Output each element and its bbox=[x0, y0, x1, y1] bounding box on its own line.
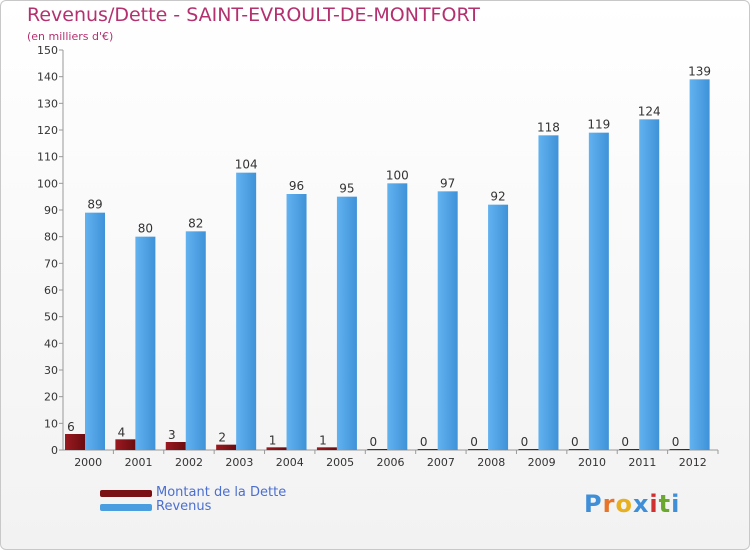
y-tick-label: 130 bbox=[37, 97, 58, 110]
x-tick-label: 2004 bbox=[276, 456, 304, 469]
dette-bar bbox=[670, 449, 690, 450]
revenus-value-label: 104 bbox=[235, 158, 258, 172]
revenus-value-label: 118 bbox=[537, 120, 560, 134]
revenus-value-label: 96 bbox=[289, 179, 304, 193]
dette-bar bbox=[619, 449, 639, 450]
dette-bar bbox=[418, 449, 438, 450]
x-tick-label: 2009 bbox=[528, 456, 556, 469]
y-tick-label: 70 bbox=[44, 257, 58, 270]
revenus-value-label: 119 bbox=[587, 118, 610, 132]
x-tick-label: 2005 bbox=[326, 456, 354, 469]
dette-value-label: 0 bbox=[571, 435, 579, 449]
dette-bar bbox=[115, 439, 135, 450]
dette-value-label: 6 bbox=[67, 420, 75, 434]
dette-value-label: 4 bbox=[118, 425, 126, 439]
y-tick-label: 90 bbox=[44, 204, 58, 217]
logo-letter: i bbox=[649, 490, 658, 518]
revenus-bar bbox=[186, 231, 206, 450]
logo-letter: t bbox=[659, 490, 671, 518]
dette-bar bbox=[569, 449, 589, 450]
dette-value-label: 0 bbox=[621, 435, 629, 449]
revenus-value-label: 92 bbox=[490, 190, 505, 204]
dette-bar bbox=[468, 449, 488, 450]
y-tick-label: 40 bbox=[44, 337, 58, 350]
x-tick-label: 2008 bbox=[477, 456, 505, 469]
revenus-bar bbox=[236, 173, 256, 450]
revenus-value-label: 97 bbox=[440, 176, 455, 190]
x-tick-label: 2012 bbox=[679, 456, 707, 469]
revenus-value-label: 95 bbox=[339, 182, 354, 196]
y-tick-label: 120 bbox=[37, 124, 58, 137]
y-tick-label: 140 bbox=[37, 71, 58, 84]
y-tick-label: 80 bbox=[44, 231, 58, 244]
logo-letter: P bbox=[584, 490, 603, 518]
x-tick-label: 2001 bbox=[125, 456, 153, 469]
logo-letter: x bbox=[633, 490, 649, 518]
dette-bar bbox=[65, 434, 85, 450]
bar-chart: 0102030405060708090100110120130140150200… bbox=[0, 0, 750, 550]
proxiti-logo: Proxiti bbox=[584, 490, 680, 518]
x-tick-label: 2002 bbox=[175, 456, 203, 469]
dette-value-label: 0 bbox=[420, 435, 428, 449]
dette-value-label: 0 bbox=[672, 435, 680, 449]
legend-swatch-revenus bbox=[100, 504, 152, 511]
revenus-value-label: 82 bbox=[188, 216, 203, 230]
x-tick-label: 2010 bbox=[578, 456, 606, 469]
dette-value-label: 2 bbox=[218, 431, 226, 445]
revenus-bar bbox=[438, 191, 458, 450]
revenus-value-label: 139 bbox=[688, 64, 711, 78]
logo-letter: r bbox=[603, 490, 616, 518]
revenus-bar bbox=[387, 183, 407, 450]
y-tick-label: 110 bbox=[37, 151, 58, 164]
logo-letter: i bbox=[671, 490, 680, 518]
x-tick-label: 2006 bbox=[377, 456, 405, 469]
x-tick-label: 2011 bbox=[628, 456, 656, 469]
dette-value-label: 3 bbox=[168, 428, 176, 442]
y-tick-label: 20 bbox=[44, 391, 58, 404]
revenus-value-label: 100 bbox=[386, 168, 409, 182]
revenus-bar bbox=[538, 135, 558, 450]
revenus-value-label: 124 bbox=[638, 104, 661, 118]
y-tick-label: 10 bbox=[44, 417, 58, 430]
revenus-bar bbox=[639, 119, 659, 450]
x-tick-label: 2000 bbox=[74, 456, 102, 469]
legend-label-revenus: Revenus bbox=[156, 499, 211, 514]
dette-bar bbox=[216, 445, 236, 450]
dette-bar bbox=[166, 442, 186, 450]
dette-bar bbox=[267, 447, 287, 450]
dette-value-label: 1 bbox=[319, 433, 327, 447]
dette-bar bbox=[518, 449, 538, 450]
revenus-value-label: 89 bbox=[87, 198, 102, 212]
x-tick-label: 2003 bbox=[225, 456, 253, 469]
x-tick-label: 2007 bbox=[427, 456, 455, 469]
dette-value-label: 0 bbox=[369, 435, 377, 449]
revenus-bar bbox=[135, 237, 155, 450]
revenus-value-label: 80 bbox=[138, 222, 153, 236]
revenus-bar bbox=[85, 213, 105, 450]
revenus-bar bbox=[488, 205, 508, 450]
dette-bar bbox=[367, 449, 387, 450]
dette-value-label: 1 bbox=[269, 433, 277, 447]
dette-bar bbox=[317, 447, 337, 450]
revenus-bar bbox=[287, 194, 307, 450]
y-tick-label: 30 bbox=[44, 364, 58, 377]
revenus-bar bbox=[690, 79, 710, 450]
y-tick-label: 100 bbox=[37, 177, 58, 190]
dette-value-label: 0 bbox=[521, 435, 529, 449]
y-tick-label: 0 bbox=[51, 444, 58, 457]
y-tick-label: 60 bbox=[44, 284, 58, 297]
logo-letter: o bbox=[615, 490, 633, 518]
legend-swatch-dette bbox=[100, 490, 152, 497]
revenus-bar bbox=[337, 197, 357, 450]
dette-value-label: 0 bbox=[470, 435, 478, 449]
y-tick-label: 150 bbox=[37, 44, 58, 57]
revenus-bar bbox=[589, 133, 609, 450]
y-tick-label: 50 bbox=[44, 311, 58, 324]
legend-label-dette: Montant de la Dette bbox=[156, 485, 286, 500]
